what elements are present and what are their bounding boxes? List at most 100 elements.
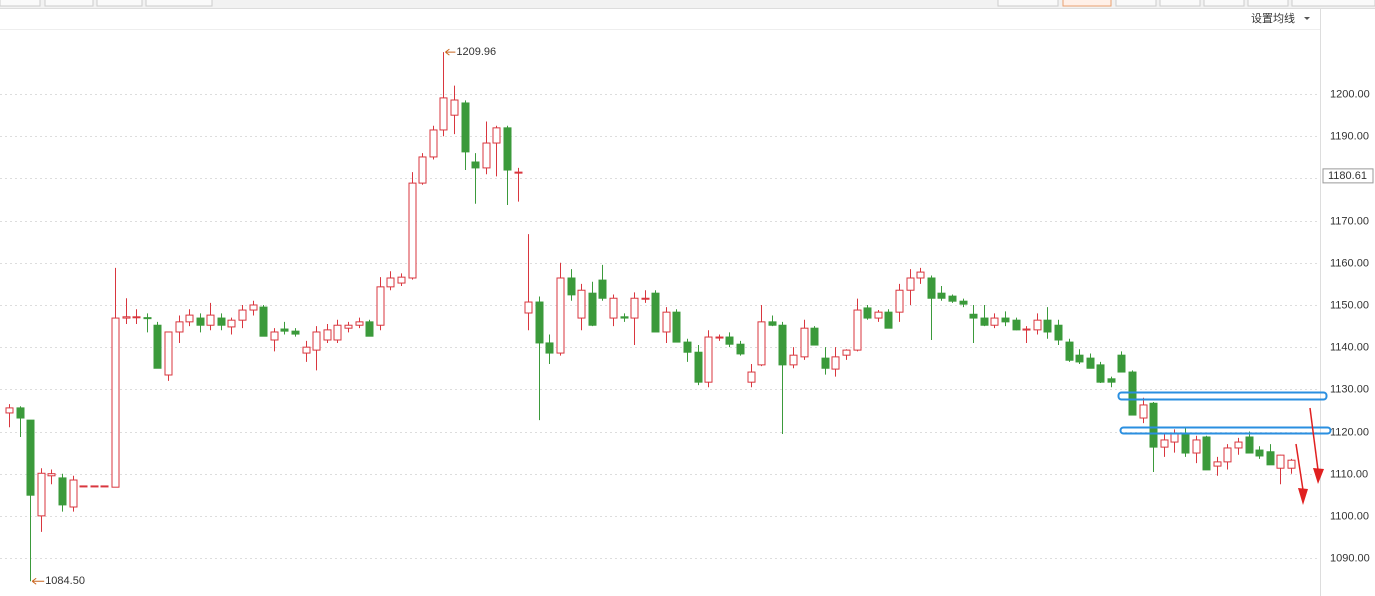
candle-body: [122, 316, 131, 319]
candle-body: [249, 304, 258, 311]
candle-body: [302, 346, 311, 354]
y-tick-label: 1160.00: [1330, 257, 1369, 269]
highlight-box: [1119, 426, 1332, 435]
candle-body: [1075, 354, 1084, 363]
min-marker: [31, 577, 45, 585]
candle-body: [217, 317, 226, 326]
candle-body: [1276, 454, 1285, 469]
y-tick-label: 1130.00: [1330, 383, 1369, 395]
candle-body: [884, 311, 893, 329]
candle-body: [26, 419, 35, 496]
tab[interactable]: [0, 0, 41, 7]
candle-body: [1086, 357, 1095, 369]
candle-body: [333, 324, 342, 341]
candle-body: [672, 311, 681, 343]
candle-body: [259, 306, 268, 337]
candle-body: [1139, 404, 1148, 419]
candle-body: [1245, 436, 1254, 454]
candle-body: [1170, 432, 1179, 443]
candle-body: [355, 321, 364, 326]
candle-body: [1054, 324, 1063, 341]
candle-body: [227, 319, 236, 328]
candle-body: [514, 171, 523, 174]
candle-body: [238, 309, 247, 321]
tab[interactable]: [1062, 0, 1112, 7]
candle-body: [397, 276, 406, 284]
last-price-label: 1180.61: [1328, 170, 1367, 182]
y-tick-label: 1190.00: [1330, 130, 1369, 142]
candle-body: [609, 297, 618, 319]
max-label: 1209.96: [456, 46, 496, 58]
candle-body: [153, 324, 162, 369]
tab[interactable]: [1247, 0, 1289, 7]
candle-body: [588, 292, 597, 326]
candle-body: [79, 485, 88, 488]
max-marker: [445, 48, 456, 56]
candle-body: [662, 311, 671, 333]
candle-body: [683, 341, 692, 353]
candle-body: [524, 301, 533, 314]
candle-body: [461, 102, 470, 153]
candle-body: [312, 331, 321, 351]
candle-body: [810, 327, 819, 346]
ma-button-label[interactable]: 设置均线: [1251, 11, 1295, 25]
candle-body: [164, 331, 173, 376]
candle-body: [821, 357, 830, 369]
candle-body: [132, 316, 141, 319]
candle-body: [111, 317, 120, 488]
tab[interactable]: [1291, 0, 1375, 7]
candle-body: [1096, 364, 1105, 383]
candle-body: [959, 300, 968, 305]
candle-body: [990, 317, 999, 326]
candle-body: [37, 472, 46, 517]
candle-body: [1192, 439, 1201, 454]
candle-body: [270, 331, 279, 341]
candle-body: [937, 292, 946, 299]
candle-body: [747, 371, 756, 383]
candle-body: [1012, 319, 1021, 331]
tab[interactable]: [1203, 0, 1245, 7]
candle-body: [439, 97, 448, 131]
candle-body: [545, 342, 554, 354]
tab[interactable]: [997, 0, 1059, 7]
tab[interactable]: [1115, 0, 1157, 7]
last-price-box: [1322, 168, 1374, 184]
highlight-box: [1117, 391, 1328, 401]
candle-body: [323, 329, 332, 341]
tab[interactable]: [145, 0, 213, 7]
y-tick-label: 1090.00: [1330, 552, 1370, 564]
candle-body: [789, 354, 798, 366]
candle-body: [376, 286, 385, 326]
candle-body: [58, 477, 67, 506]
candle-body: [874, 311, 883, 319]
candle-body: [1043, 319, 1052, 333]
candle-body: [1117, 354, 1126, 373]
candle-body: [429, 129, 438, 158]
y-tick-label: 1140.00: [1330, 341, 1369, 353]
candle-body: [1255, 449, 1264, 457]
candle-body: [1033, 319, 1042, 331]
candle-body: [365, 321, 374, 337]
candle-body: [418, 156, 427, 184]
candle-body: [206, 314, 215, 326]
candle-body: [196, 317, 205, 326]
candle-body: [471, 161, 480, 169]
candle-body: [47, 473, 56, 477]
tab[interactable]: [96, 0, 143, 7]
candle-body: [386, 277, 395, 288]
candle-body: [1128, 371, 1137, 416]
candle-body: [577, 289, 586, 319]
candle-body: [630, 297, 639, 319]
candle-body: [704, 336, 713, 383]
ma-button[interactable]: 设置均线: [1251, 11, 1310, 25]
candle-body: [482, 142, 491, 169]
candle-body: [1202, 436, 1211, 471]
candle-body: [450, 99, 459, 116]
candle-body: [1022, 328, 1031, 331]
arrow-head: [1313, 468, 1324, 484]
tab[interactable]: [44, 0, 94, 7]
y-tick-label: 1200.00: [1330, 88, 1370, 100]
tab[interactable]: [1159, 0, 1201, 7]
candle-body: [620, 316, 629, 319]
